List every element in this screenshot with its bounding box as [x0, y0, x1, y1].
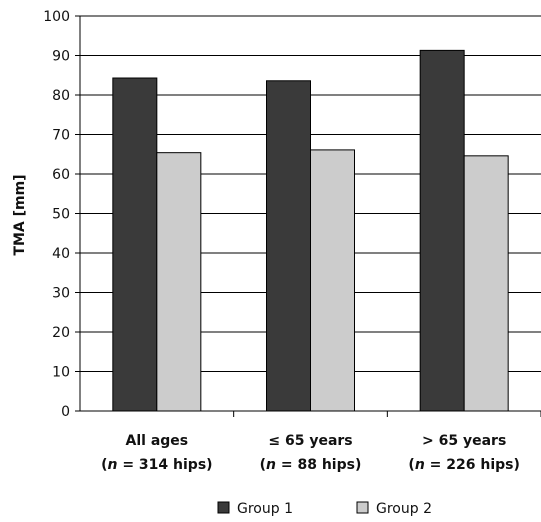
x-category-sublabel: (n = 314 hips) — [101, 457, 212, 473]
bars — [112, 49, 509, 412]
y-tick-label: 10 — [52, 365, 70, 381]
x-category-labels: All ages (n = 314 hips) ≤ 65 years (n = 88 … — [101, 433, 520, 473]
legend: Group 1 Group 2 — [217, 501, 432, 517]
x-category-label: > 65 years — [422, 433, 506, 449]
axes — [75, 15, 541, 417]
y-tick-label: 40 — [52, 246, 70, 262]
y-tick-label: 50 — [52, 207, 70, 223]
y-tick-label: 30 — [52, 286, 70, 302]
x-category-label: All ages — [126, 433, 189, 449]
legend-swatch — [217, 501, 230, 514]
y-tick-labels: 0 10 20 30 40 50 60 70 80 90 100 — [43, 9, 70, 420]
bar-group-1-1 — [112, 77, 158, 412]
y-tick-label: 0 — [61, 404, 70, 420]
y-tick-label: 70 — [52, 128, 70, 144]
bar-group-2-3 — [463, 155, 509, 412]
legend-label: Group 1 — [237, 501, 293, 517]
y-tick-label: 100 — [43, 9, 70, 25]
legend-label: Group 2 — [376, 501, 432, 517]
x-category-label: ≤ 65 years — [268, 433, 352, 449]
y-tick-label: 60 — [52, 167, 70, 183]
bar-group-2-1 — [156, 152, 202, 412]
y-tick-label: 80 — [52, 88, 70, 104]
y-tick-label: 20 — [52, 325, 70, 341]
bar-group-1-3 — [419, 49, 465, 412]
legend-swatch — [356, 501, 369, 514]
bar-group-2-2 — [310, 149, 355, 412]
bar-group-1-2 — [266, 80, 311, 412]
y-axis-label: TMA [mm] — [12, 174, 28, 255]
y-tick-label: 90 — [52, 49, 70, 65]
x-category-sublabel: (n = 88 hips) — [260, 457, 362, 473]
x-category-sublabel: (n = 226 hips) — [408, 457, 519, 473]
